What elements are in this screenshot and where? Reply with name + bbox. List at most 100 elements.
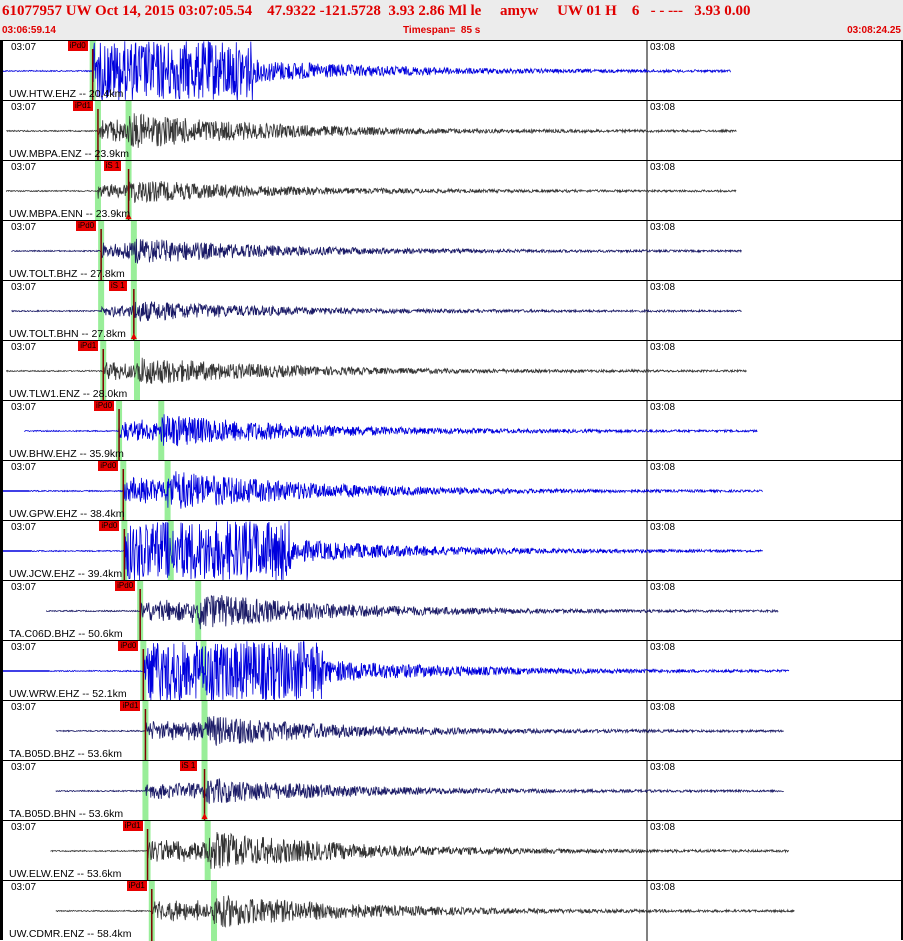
panel-left-border [0,101,3,160]
panel-right-border [901,881,903,940]
event-title: 61077957 UW Oct 14, 2015 03:07:05.54 47.… [2,3,751,19]
trace-plot [3,461,763,521]
trace-panel[interactable]: 03:07 03:08 iPd0 UW.BHW.EHZ -- 35.9km [0,400,903,461]
trace-panel[interactable]: 03:07 03:08 iS 1 UW.TOLT.BHN -- 27.8km [0,280,903,341]
channel-label: UW.CDMR.ENZ -- 58.4km [9,928,132,940]
phase-window-band [158,401,165,461]
header-bar: 61077957 UW Oct 14, 2015 03:07:05.54 47.… [0,0,903,40]
waveform-trace [29,471,763,509]
panel-right-border [901,401,903,460]
tick-label-0307: 03:07 [11,342,37,353]
trace-panel[interactable]: 03:07 03:08 iPd0 UW.JCW.EHZ -- 39.4km [0,520,903,581]
panel-right-border [901,221,903,280]
phase-pick-label[interactable]: iPd0 [98,461,119,471]
phase-pick-label[interactable]: iPd0 [76,221,97,231]
trace-panel[interactable]: 03:07 03:08 iPd1 UW.MBPA.ENZ -- 23.9km [0,100,903,161]
waveform-trace [6,113,737,148]
panel-left-border [0,41,3,100]
phase-pick-label[interactable]: iPd1 [78,341,99,351]
waveform-trace [5,180,737,204]
tick-label-0308: 03:08 [650,762,676,773]
tick-label-0308: 03:08 [650,42,676,53]
channel-label: UW.GPW.EHZ -- 38.4km [9,508,125,520]
tick-label-0308: 03:08 [650,282,676,293]
phase-window-band [201,701,208,761]
panel-left-border [0,581,3,640]
panel-right-border [901,641,903,700]
trace-plot [45,581,779,641]
trace-panel[interactable]: 03:07 03:08 iPd1 UW.ELW.ENZ -- 53.6km [0,820,903,881]
waveform-trace [31,521,763,581]
panel-right-border [901,161,903,220]
phase-window-band [142,761,149,821]
tick-label-0307: 03:07 [11,162,37,173]
phase-pick-label[interactable]: iPd1 [72,101,93,111]
phase-pick-label[interactable]: iPd0 [67,41,88,51]
pick-marker [201,813,208,819]
panel-left-border [0,221,3,280]
trace-panel[interactable]: 03:07 03:08 iPd0 UW.WRW.EHZ -- 52.1km [0,640,903,701]
phase-pick-label[interactable]: iPd0 [118,641,139,651]
waveform-trace [45,594,779,630]
trace-plot [3,521,763,581]
waveform-trace [11,238,742,264]
channel-label: UW.WRW.EHZ -- 52.1km [9,688,127,700]
panel-left-border [0,881,3,940]
tick-label-0308: 03:08 [650,402,676,413]
tick-label-0308: 03:08 [650,642,676,653]
phase-pick-label[interactable]: iPd1 [120,701,141,711]
panel-right-border [901,101,903,160]
trace-plot [0,41,731,101]
panel-left-border [0,521,3,580]
trace-plot [55,761,784,821]
panel-left-border [0,461,3,520]
trace-panel[interactable]: 03:07 03:08 iS 1 UW.MBPA.ENN -- 23.9km [0,160,903,221]
tick-label-0307: 03:07 [11,282,37,293]
channel-label: UW.TLW1.ENZ -- 28.0km [9,388,128,400]
tick-label-0308: 03:08 [650,702,676,713]
channel-label: TA.B05D.BHZ -- 53.6km [9,748,122,760]
tick-label-0308: 03:08 [650,462,676,473]
trace-panel[interactable]: 03:07 03:08 iPd0 UW.GPW.EHZ -- 38.4km [0,460,903,521]
panel-right-border [901,341,903,400]
tick-label-0307: 03:07 [11,822,37,833]
trace-panel[interactable]: 03:07 03:08 iPd0 TA.C06D.BHZ -- 50.6km [0,580,903,641]
phase-pick-label[interactable]: iS 1 [108,281,127,291]
phase-pick-label[interactable]: iS 1 [103,161,122,171]
channel-label: UW.TOLT.BHZ -- 27.8km [9,268,125,280]
phase-pick-label[interactable]: iS 1 [179,761,198,771]
phase-pick-label[interactable]: iPd0 [94,401,115,411]
trace-panel[interactable]: 03:07 03:08 iS 1 TA.B05D.BHN -- 53.6km [0,760,903,821]
phase-pick-label[interactable]: iPd0 [99,521,120,531]
tick-label-0307: 03:07 [11,582,37,593]
phase-window-band [211,881,218,941]
phase-window-band [133,341,140,401]
channel-label: TA.B05D.BHN -- 53.6km [9,808,124,820]
tick-label-0308: 03:08 [650,522,676,533]
phase-pick-label[interactable]: iPd1 [126,881,147,891]
phase-pick-label[interactable]: iPd0 [115,581,136,591]
channel-label: UW.BHW.EHZ -- 35.9km [9,448,124,460]
waveform-trace [5,357,747,384]
waveform-trace [50,831,789,869]
trace-panel[interactable]: 03:07 03:08 iPd0 UW.HTW.EHZ -- 20.4km [0,40,903,101]
trace-panel[interactable]: 03:07 03:08 iPd0 UW.TOLT.BHZ -- 27.8km [0,220,903,281]
trace-plot [23,401,758,461]
panel-left-border [0,761,3,820]
tick-label-0307: 03:07 [11,642,37,653]
timespan: Timespan= 85 s [403,25,481,36]
trace-panel[interactable]: 03:07 03:08 iPd1 TA.B05D.BHZ -- 53.6km [0,700,903,761]
tick-label-0307: 03:07 [11,42,37,53]
trace-panel[interactable]: 03:07 03:08 iPd1 UW.TLW1.ENZ -- 28.0km [0,340,903,401]
tick-label-0307: 03:07 [11,222,37,233]
tick-label-0308: 03:08 [650,882,676,893]
trace-panel[interactable]: 03:07 03:08 iPd1 UW.CDMR.ENZ -- 58.4km [0,880,903,941]
panel-right-border [901,281,903,340]
phase-pick-label[interactable]: iPd1 [122,821,143,831]
waveform-trace [0,41,731,101]
pick-marker [125,213,132,219]
trace-plot [55,701,784,761]
panel-right-border [901,461,903,520]
waveform-trace [11,301,742,322]
panel-left-border [0,161,3,220]
